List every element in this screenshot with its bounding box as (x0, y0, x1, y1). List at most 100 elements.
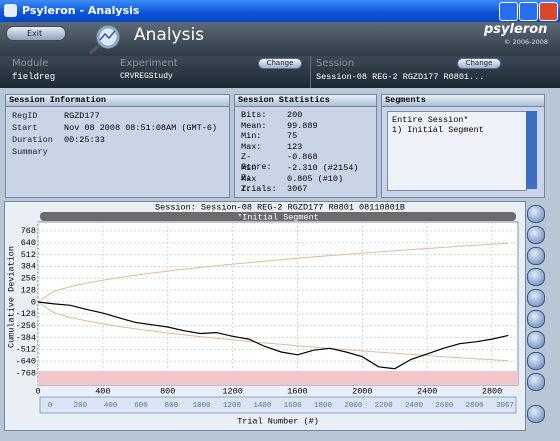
minimize-button[interactable] (499, 2, 518, 21)
stat-value: -0.868 (287, 152, 318, 163)
page-title: Analysis (134, 25, 205, 45)
ruler-label: 1800 (314, 402, 333, 410)
info-key: Summary (12, 147, 48, 157)
exit-button[interactable]: Exit (6, 26, 66, 41)
y-tick-label: 384 (21, 262, 36, 272)
tool-button[interactable] (527, 352, 545, 370)
change-session-button[interactable]: Change (457, 58, 501, 69)
stat-key: Z-Score: (241, 152, 272, 173)
x-tick-label: 2400 (417, 386, 437, 396)
plot-area (37, 221, 519, 386)
stat-value: 3067 (287, 184, 308, 195)
stat-value: 99.889 (287, 120, 318, 131)
info-value: 00:25:33 (64, 135, 105, 145)
ruler-label: 2600 (435, 402, 454, 410)
tool-button[interactable] (527, 205, 545, 223)
ruler-label: 600 (134, 402, 148, 410)
y-tick-label: -512 (16, 345, 36, 355)
session-label: Session (316, 58, 355, 69)
tool-button[interactable] (527, 405, 545, 423)
x-tick-label: 0 (35, 386, 40, 396)
stat-value: -2.310 (#2154) (287, 163, 359, 173)
selector-row: Module fieldreg Experiment CRVREGStudy C… (0, 56, 560, 88)
divider (310, 56, 311, 88)
info-value: Nov 08 2008 08:51:08AM (GMT-6) (64, 123, 218, 133)
x-axis-label: Trial Number (#) (237, 416, 319, 426)
ruler-label: 3067 (496, 402, 514, 410)
ruler[interactable] (39, 396, 517, 414)
stat-value: 123 (287, 141, 303, 152)
stat-key: Max: (241, 141, 262, 152)
ruler-label: 1000 (193, 402, 212, 410)
segment-title: *Initial Segment (237, 212, 319, 222)
stat-key: Trials: (241, 184, 277, 195)
ruler-label: 400 (104, 402, 118, 410)
stat-key: Mean: (241, 120, 267, 131)
y-tick-label: -384 (16, 333, 36, 343)
ruler-label: 0 (48, 402, 53, 410)
maximize-button[interactable] (519, 2, 538, 21)
stat-value: 0.805 (#10) (287, 173, 344, 184)
y-tick-label: -640 (16, 357, 36, 367)
ruler-label: 2400 (405, 402, 424, 410)
x-tick-label: 400 (95, 386, 110, 396)
y-tick-label: 0 (31, 297, 36, 307)
window-title: Psyleron - Analysis (22, 4, 140, 17)
experiment-value: CRVREGStudy (120, 72, 173, 81)
y-tick-label: 512 (21, 250, 36, 260)
analysis-icon (89, 25, 120, 54)
experiment-label: Experiment (120, 58, 178, 69)
ruler-label: 800 (165, 402, 179, 410)
segments-panel: Segments Entire Session* 1) Initial Segme… (381, 94, 545, 198)
chart-title: Session: Session-08 REG-2 RGZD177 R0801 … (155, 202, 405, 212)
y-tick-label: 256 (21, 274, 36, 284)
tool-button[interactable] (527, 289, 545, 307)
info-key: Start (12, 123, 38, 133)
ruler-label: 1400 (253, 402, 272, 410)
series-line (37, 242, 509, 303)
info-key: RegID (12, 111, 38, 121)
module-value: fieldreg (12, 72, 56, 82)
tool-button[interactable] (527, 226, 545, 244)
tool-button[interactable] (527, 268, 545, 286)
stat-value: 200 (287, 110, 303, 120)
tool-button[interactable] (527, 331, 545, 349)
stat-value: 75 (287, 131, 298, 142)
y-tick-label: 768 (21, 226, 36, 236)
session-stats-panel: Session Statistics Bits: 200 Mean: 99.889 Mi… (234, 94, 377, 198)
app-icon (4, 4, 17, 17)
y-axis-label: Cumulative Deviation (6, 246, 16, 348)
panel-header: Segments (382, 95, 544, 107)
tool-button[interactable] (527, 247, 545, 265)
y-tick-label: 640 (21, 238, 36, 248)
session-value: Session-08 REG-2 RGZD177 R0801... (316, 72, 485, 82)
change-experiment-button[interactable]: Change (258, 58, 302, 69)
ruler-label: 2000 (344, 402, 363, 410)
segment-item: Entire Session* (392, 115, 469, 125)
x-tick-label: 1600 (287, 386, 307, 396)
x-tick-label: 1200 (222, 386, 242, 396)
ruler-label: 2200 (375, 402, 394, 410)
help-button[interactable] (527, 373, 545, 391)
ruler-label: 2800 (466, 402, 485, 410)
x-tick-label: 800 (160, 386, 175, 396)
ruler-label: 1200 (223, 402, 242, 410)
brand: psyleron (484, 22, 548, 37)
segment-item: 1) Initial Segment (392, 125, 484, 135)
stat-key: Min: (241, 131, 262, 142)
y-tick-label: 128 (21, 285, 36, 295)
x-tick-label: 2000 (352, 386, 372, 396)
segment-bar (40, 212, 516, 221)
y-tick-label: -768 (16, 368, 36, 378)
info-value: RGZD177 (64, 111, 100, 121)
session-info-panel: Session Information RegID RGZD177 Start Nov… (5, 94, 230, 198)
y-tick-label: -256 (16, 321, 36, 331)
ruler-label: 200 (74, 402, 88, 410)
close-button[interactable] (539, 2, 558, 21)
module-label: Module (12, 58, 49, 69)
ruler-label: 1600 (284, 402, 303, 410)
scrollbar[interactable] (526, 111, 537, 189)
tool-button[interactable] (527, 310, 545, 328)
